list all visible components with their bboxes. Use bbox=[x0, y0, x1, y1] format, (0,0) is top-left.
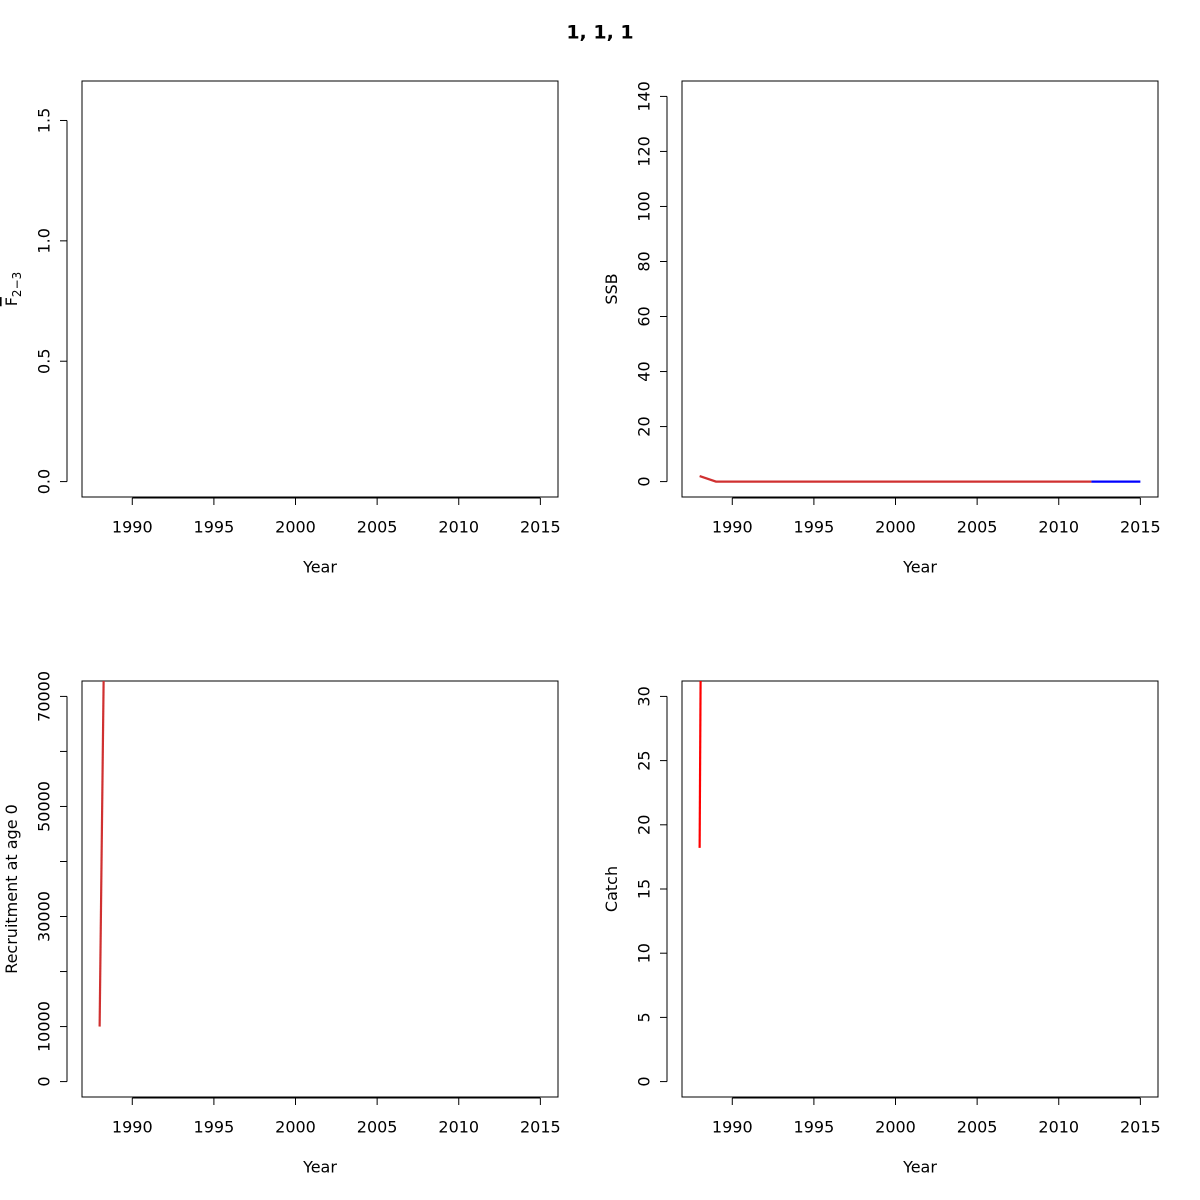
x-tick-label: 2000 bbox=[275, 1118, 316, 1137]
y-tick-label: 1.0 bbox=[35, 228, 54, 253]
x-axis-label: Year bbox=[302, 558, 337, 577]
y-tick-label: 60 bbox=[635, 306, 654, 326]
y-tick-label: 50000 bbox=[35, 781, 54, 832]
x-tick-label: 1995 bbox=[194, 518, 235, 537]
y-tick-label: 20 bbox=[635, 815, 654, 835]
x-tick-label: 2005 bbox=[357, 1118, 398, 1137]
x-tick-label: 2000 bbox=[875, 1118, 916, 1137]
y-tick-label: 80 bbox=[635, 251, 654, 271]
x-tick-label: 2000 bbox=[875, 518, 916, 537]
figure-title: 1, 1, 1 bbox=[566, 22, 633, 44]
x-tick-label: 1990 bbox=[712, 518, 753, 537]
x-tick-label: 2010 bbox=[1038, 1118, 1079, 1137]
y-axis-label-sub: 2−3 bbox=[10, 272, 24, 297]
x-tick-label: 1995 bbox=[194, 1118, 235, 1137]
y-tick-label: 10000 bbox=[35, 1001, 54, 1052]
y-tick-label: 100 bbox=[635, 191, 654, 222]
x-tick-label: 1990 bbox=[712, 1118, 753, 1137]
y-axis-label: F2−3 bbox=[2, 272, 24, 307]
x-tick-label: 1995 bbox=[794, 1118, 835, 1137]
y-tick-label: 0 bbox=[635, 476, 654, 486]
y-axis-label: Recruitment at age 0 bbox=[2, 804, 21, 974]
y-axis-label-main: Recruitment at age 0 bbox=[2, 804, 21, 974]
x-tick-label: 2015 bbox=[1120, 1118, 1161, 1137]
y-tick-label: 0.5 bbox=[35, 348, 54, 373]
x-tick-label: 2000 bbox=[275, 518, 316, 537]
y-tick-label: 120 bbox=[635, 136, 654, 167]
x-tick-label: 2005 bbox=[357, 518, 398, 537]
x-tick-label: 1990 bbox=[112, 518, 153, 537]
plot-frame bbox=[681, 680, 1159, 1098]
series-line bbox=[699, 475, 1092, 483]
x-tick-label: 2015 bbox=[520, 518, 561, 537]
y-axis-label: SSB bbox=[602, 273, 621, 304]
x-axis-label: Year bbox=[902, 1158, 937, 1177]
y-tick-label: 10 bbox=[635, 943, 654, 963]
y-axis-label: Catch bbox=[602, 866, 621, 912]
y-tick-label: 0 bbox=[35, 1076, 54, 1086]
y-axis-label-main: Catch bbox=[602, 866, 621, 912]
x-tick-label: 2010 bbox=[438, 1118, 479, 1137]
y-tick-label: 30 bbox=[635, 686, 654, 706]
series-line bbox=[98, 681, 105, 1027]
x-tick-label: 2010 bbox=[438, 518, 479, 537]
plot-frame bbox=[81, 680, 559, 1098]
x-tick-label: 1995 bbox=[794, 518, 835, 537]
y-axis-label-main: SSB bbox=[602, 273, 621, 304]
x-tick-label: 1990 bbox=[112, 1118, 153, 1137]
y-tick-label: 0.0 bbox=[35, 469, 54, 494]
y-tick-label: 70000 bbox=[35, 671, 54, 722]
y-tick-label: 0 bbox=[635, 1076, 654, 1086]
x-axis-label: Year bbox=[302, 1158, 337, 1177]
y-tick-label: 30000 bbox=[35, 891, 54, 942]
y-tick-label: 5 bbox=[635, 1012, 654, 1022]
plot-frame bbox=[81, 80, 559, 498]
y-tick-label: 40 bbox=[635, 361, 654, 381]
x-tick-label: 2010 bbox=[1038, 518, 1079, 537]
y-tick-label: 1.5 bbox=[35, 108, 54, 133]
y-tick-label: 25 bbox=[635, 750, 654, 770]
x-tick-label: 2015 bbox=[1120, 518, 1161, 537]
x-axis-label: Year bbox=[902, 558, 937, 577]
y-tick-label: 140 bbox=[635, 81, 654, 112]
x-tick-label: 2005 bbox=[957, 518, 998, 537]
y-tick-label: 15 bbox=[635, 879, 654, 899]
y-tick-label: 20 bbox=[635, 416, 654, 436]
plot-frame bbox=[681, 80, 1159, 498]
x-tick-label: 2005 bbox=[957, 1118, 998, 1137]
y-axis-label-main: F bbox=[2, 297, 21, 306]
x-tick-label: 2015 bbox=[520, 1118, 561, 1137]
